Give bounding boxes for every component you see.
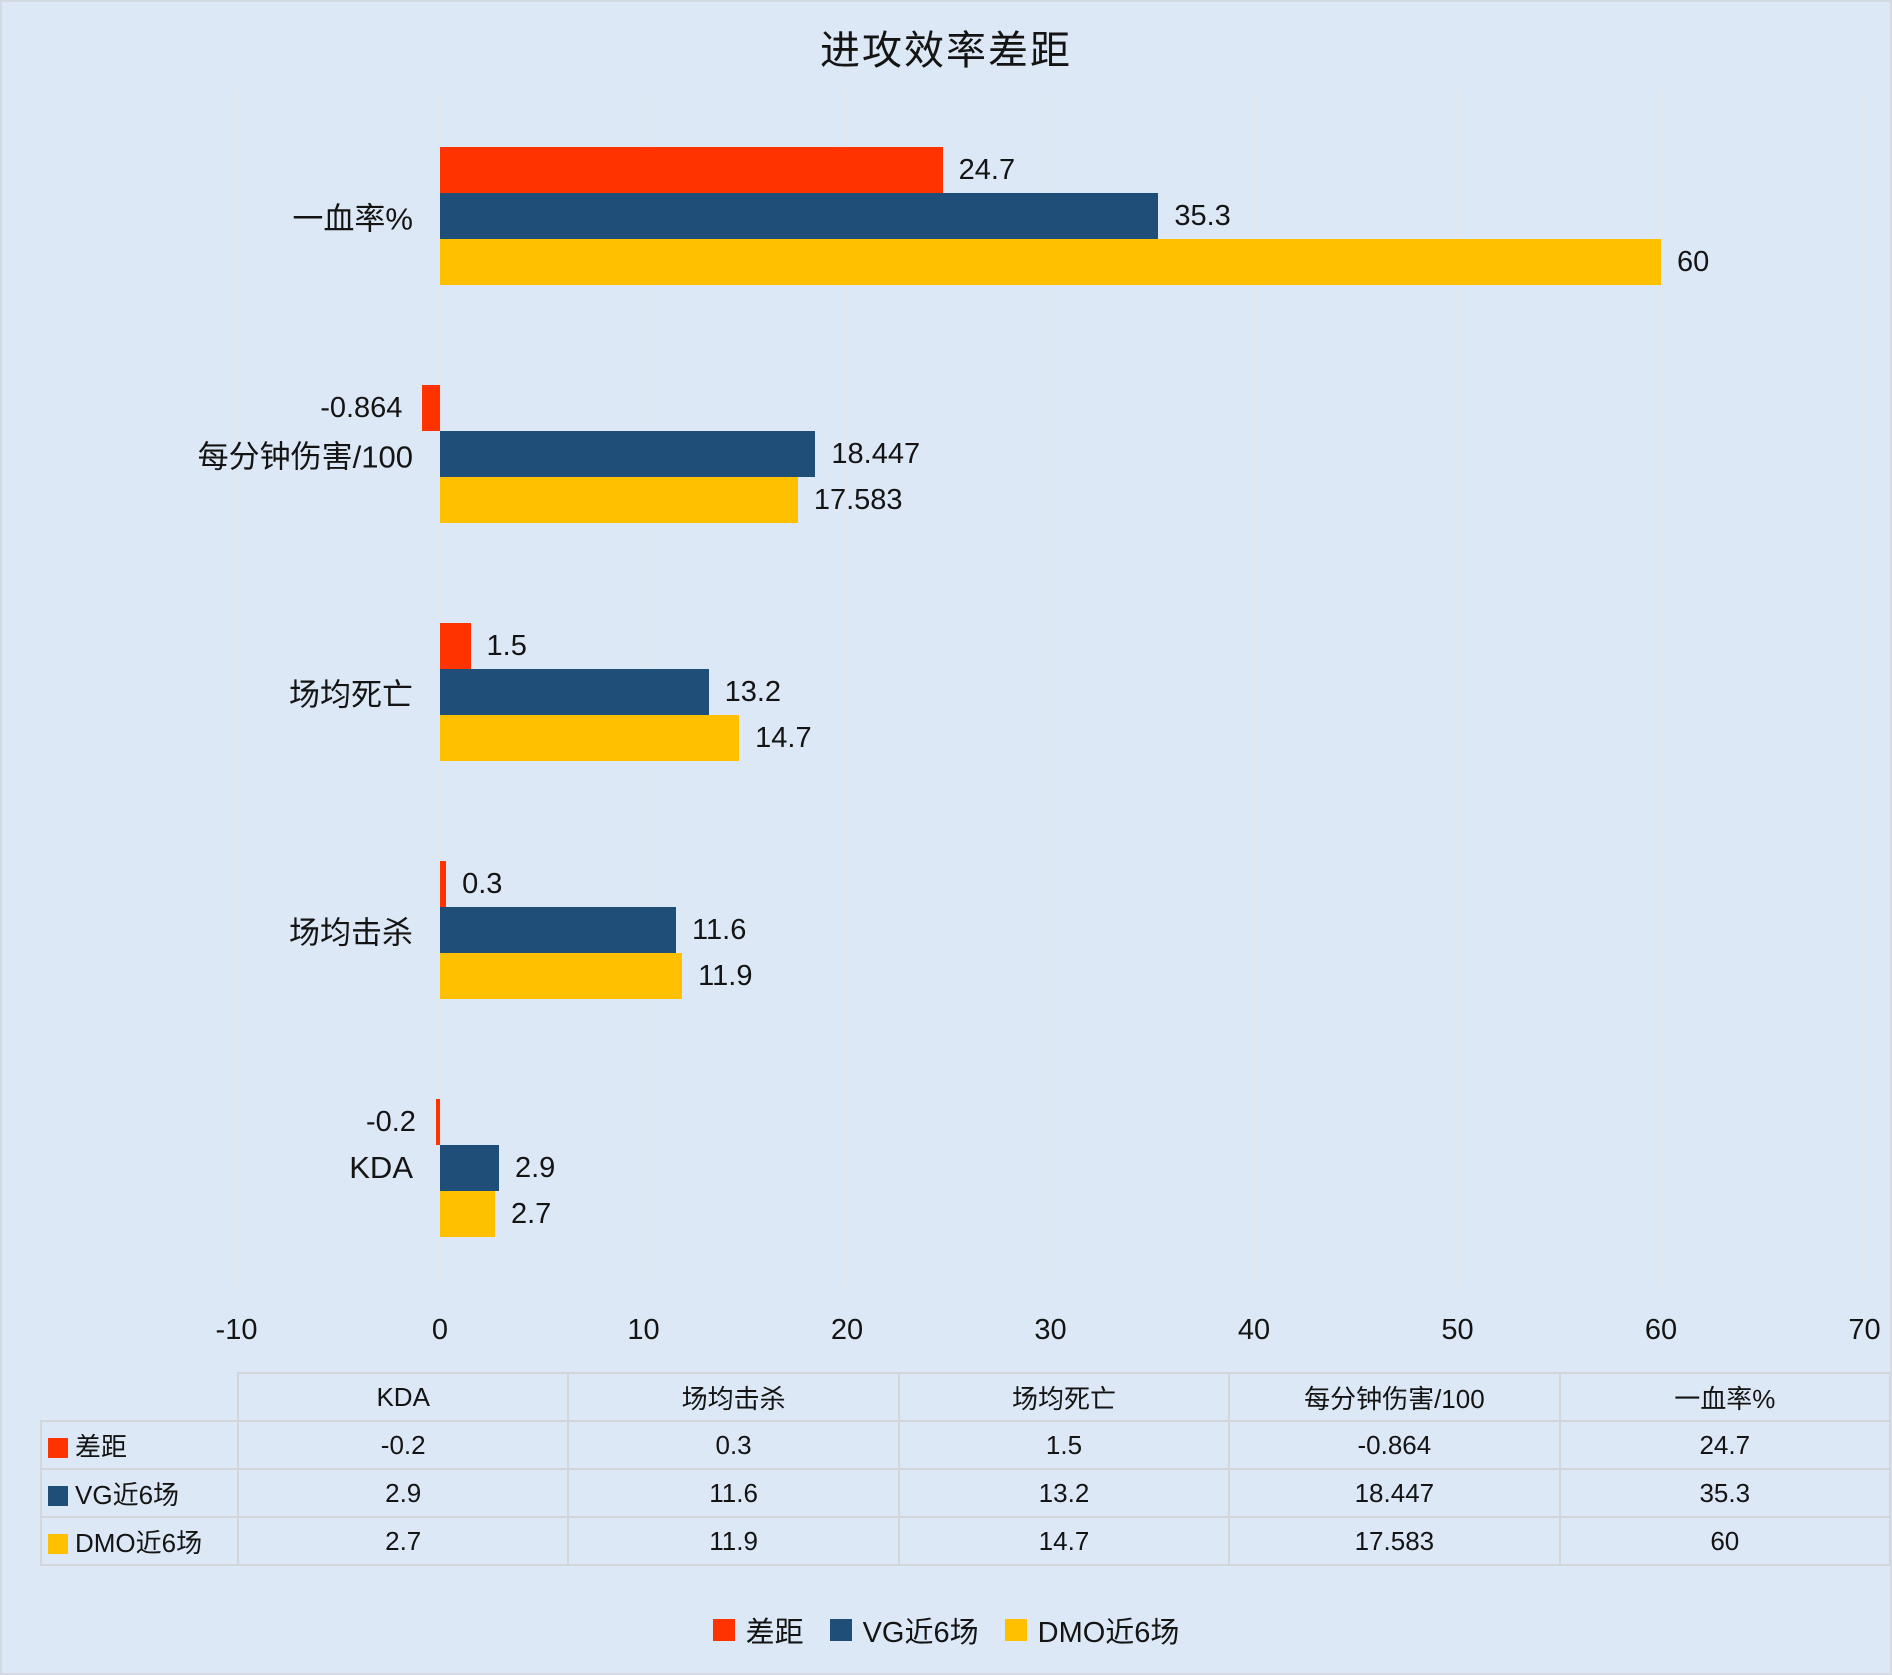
gridline-60 bbox=[1660, 90, 1662, 1287]
gridline-70 bbox=[1863, 90, 1866, 1287]
x-axis-tick-20: 20 bbox=[830, 1314, 864, 1346]
value-label-vg-last6-kda: 2.9 bbox=[515, 1152, 556, 1184]
table-cell-gap-dmg-per-min-100: -0.864 bbox=[1228, 1420, 1561, 1470]
bar-vg-last6-avg-deaths bbox=[440, 669, 709, 715]
value-label-gap-avg-kills: 0.3 bbox=[462, 868, 503, 900]
table-row-label-text-dmo-last6: DMO近6场 bbox=[75, 1527, 203, 1558]
bar-vg-last6-dmg-per-min-100 bbox=[440, 431, 816, 477]
table-cell-dmo-last6-avg-deaths: 14.7 bbox=[897, 1516, 1231, 1566]
bar-dmo-last6-first-blood-rate bbox=[440, 239, 1661, 285]
table-cell-vg-last6-avg-deaths: 13.2 bbox=[897, 1468, 1231, 1518]
legend-swatch-dmo-last6-icon bbox=[1004, 1619, 1027, 1641]
table-cell-gap-avg-deaths: 1.5 bbox=[897, 1420, 1231, 1470]
bar-dmo-last6-dmg-per-min-100 bbox=[440, 477, 798, 523]
legend-swatch-gap-icon bbox=[712, 1619, 735, 1641]
table-row-label-text-gap: 差距 bbox=[75, 1431, 128, 1462]
category-label-kda: KDA bbox=[349, 1150, 413, 1185]
value-label-gap-dmg-per-min-100: -0.864 bbox=[320, 392, 403, 424]
data-table: KDA 场均击杀 场均死亡 每分钟伤害/100 一血率% 差距 -0.2 0.3 1.5 -0.8… bbox=[40, 1372, 1890, 1566]
bar-gap-dmg-per-min-100 bbox=[422, 385, 440, 431]
table-header-avg-kills: 场均击杀 bbox=[567, 1372, 900, 1422]
table-row-label-dmo-last6: DMO近6场 bbox=[40, 1516, 239, 1566]
bar-gap-first-blood-rate bbox=[440, 147, 943, 193]
legend-label-gap: 差距 bbox=[745, 1617, 804, 1649]
table-cell-gap-avg-kills: 0.3 bbox=[567, 1420, 900, 1470]
table-cell-dmo-last6-kda: 2.7 bbox=[236, 1516, 570, 1566]
bar-gap-avg-deaths bbox=[440, 623, 471, 669]
table-cell-gap-first-blood-rate: 24.7 bbox=[1558, 1420, 1890, 1470]
x-axis-tick-0: 0 bbox=[431, 1314, 449, 1346]
table-header-kda: KDA bbox=[236, 1372, 570, 1422]
table-cell-dmo-last6-avg-kills: 11.9 bbox=[567, 1516, 900, 1566]
value-label-vg-last6-dmg-per-min-100: 18.447 bbox=[831, 438, 921, 470]
x-axis-tick--10: -10 bbox=[215, 1314, 258, 1346]
x-axis-tick-40: 40 bbox=[1237, 1314, 1271, 1346]
legend-item-dmo-last6: DMO近6场 bbox=[1004, 1609, 1180, 1651]
bar-dmo-last6-kda bbox=[440, 1191, 495, 1237]
table-row-label-text-vg-last6: VG近6场 bbox=[75, 1479, 180, 1510]
table-cell-vg-last6-avg-kills: 11.6 bbox=[567, 1468, 900, 1518]
gridline-30 bbox=[1049, 90, 1052, 1287]
category-label-first-blood-rate: 一血率% bbox=[292, 201, 413, 237]
table-header-first-blood-rate: 一血率% bbox=[1558, 1372, 1890, 1422]
table-cell-vg-last6-kda: 2.9 bbox=[236, 1468, 570, 1518]
gap-swatch-icon bbox=[48, 1437, 68, 1458]
value-label-dmo-last6-dmg-per-min-100: 17.583 bbox=[813, 484, 903, 516]
x-axis-tick-50: 50 bbox=[1441, 1314, 1474, 1346]
value-label-dmo-last6-avg-deaths: 14.7 bbox=[755, 722, 812, 754]
category-label-dmg-per-min-100: 每分钟伤害/100 bbox=[197, 439, 413, 475]
x-axis-tick-60: 60 bbox=[1644, 1314, 1678, 1346]
legend-item-gap: 差距 bbox=[712, 1609, 804, 1651]
bar-gap-avg-kills bbox=[440, 861, 447, 907]
table-row-vg-last6: VG近6场 2.9 11.6 13.2 18.447 35.3 bbox=[40, 1468, 1890, 1518]
gridline-40 bbox=[1253, 90, 1255, 1287]
gridline-50 bbox=[1456, 90, 1459, 1287]
x-axis-tick-70: 70 bbox=[1848, 1314, 1881, 1346]
x-axis-tick-10: 10 bbox=[627, 1314, 660, 1346]
category-label-avg-kills: 场均击杀 bbox=[289, 915, 413, 951]
legend-label-dmo-last6: DMO近6场 bbox=[1037, 1617, 1180, 1649]
table-cell-dmo-last6-first-blood-rate: 60 bbox=[1558, 1516, 1890, 1566]
table-row-label-gap: 差距 bbox=[40, 1420, 239, 1470]
value-label-gap-kda: -0.2 bbox=[365, 1106, 416, 1138]
value-label-vg-last6-avg-deaths: 13.2 bbox=[724, 676, 782, 708]
table-cell-gap-kda: -0.2 bbox=[236, 1420, 570, 1470]
bar-vg-last6-first-blood-rate bbox=[440, 193, 1159, 239]
gridline-20 bbox=[846, 90, 848, 1287]
value-label-dmo-last6-kda: 2.7 bbox=[510, 1198, 552, 1230]
x-axis-tick-30: 30 bbox=[1034, 1314, 1067, 1346]
table-corner-cell bbox=[41, 1373, 239, 1422]
table-row-dmo-last6: DMO近6场 2.7 11.9 14.7 17.583 60 bbox=[40, 1516, 1890, 1566]
bar-vg-last6-avg-kills bbox=[440, 907, 677, 953]
dmo-last6-swatch-icon bbox=[48, 1533, 68, 1554]
table-cell-vg-last6-dmg-per-min-100: 18.447 bbox=[1228, 1468, 1561, 1518]
gridline--10 bbox=[235, 90, 238, 1287]
table-header-dmg-per-min-100: 每分钟伤害/100 bbox=[1228, 1372, 1561, 1422]
legend-swatch-vg-last6-icon bbox=[829, 1619, 852, 1641]
bar-gap-kda bbox=[435, 1099, 440, 1145]
table-header-row: KDA 场均击杀 场均死亡 每分钟伤害/100 一血率% bbox=[41, 1372, 1890, 1422]
legend: 差距 VG近6场 DMO近6场 bbox=[2, 1609, 1890, 1651]
table-header-avg-deaths: 场均死亡 bbox=[897, 1372, 1231, 1422]
bar-dmo-last6-avg-deaths bbox=[440, 715, 740, 761]
bar-dmo-last6-avg-kills bbox=[440, 953, 683, 999]
value-label-vg-last6-first-blood-rate: 35.3 bbox=[1174, 200, 1231, 232]
bar-vg-last6-kda bbox=[440, 1145, 499, 1191]
table-cell-vg-last6-first-blood-rate: 35.3 bbox=[1558, 1468, 1890, 1518]
table-cell-dmo-last6-dmg-per-min-100: 17.583 bbox=[1228, 1516, 1561, 1566]
chart-title: 进攻效率差距 bbox=[820, 29, 1072, 73]
table-row-label-vg-last6: VG近6场 bbox=[40, 1468, 239, 1518]
value-label-dmo-last6-avg-kills: 11.9 bbox=[698, 960, 753, 992]
vg-last6-swatch-icon bbox=[48, 1485, 68, 1506]
legend-label-vg-last6: VG近6场 bbox=[862, 1617, 979, 1649]
category-label-avg-deaths: 场均死亡 bbox=[289, 677, 413, 713]
value-label-gap-avg-deaths: 1.5 bbox=[486, 630, 527, 662]
legend-item-vg-last6: VG近6场 bbox=[829, 1609, 979, 1651]
table-row-gap: 差距 -0.2 0.3 1.5 -0.864 24.7 bbox=[40, 1420, 1890, 1470]
value-label-vg-last6-avg-kills: 11.6 bbox=[692, 914, 747, 946]
value-label-gap-first-blood-rate: 24.7 bbox=[958, 154, 1016, 186]
value-label-dmo-last6-first-blood-rate: 60 bbox=[1677, 246, 1710, 278]
